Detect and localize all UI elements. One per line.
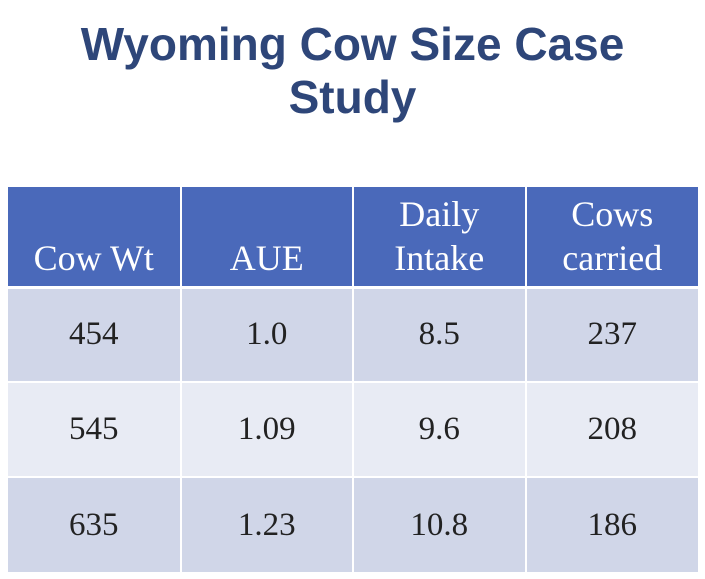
header-cow-wt-line-2: Cow Wt <box>33 237 154 278</box>
header-daily-intake-line-1: Daily <box>399 193 480 234</box>
cell-aue: 1.23 <box>180 476 354 572</box>
header-aue-line-2: AUE <box>229 237 304 278</box>
header-cows-carried-line-2: carried <box>562 237 663 278</box>
cell-aue: 1.09 <box>180 381 354 477</box>
cell-daily-intake: 10.8 <box>353 476 527 572</box>
header-aue-line-1 <box>182 192 353 236</box>
header-aue: AUE <box>180 187 354 287</box>
slide-title-line-1: Wyoming Cow Size Case <box>80 18 625 70</box>
cell-cows-carried: 186 <box>525 476 698 572</box>
cow-size-table: Cow Wt AUE Daily Intake Cows carried 454… <box>8 187 698 572</box>
slide-title: Wyoming Cow Size Case Study <box>0 18 705 124</box>
cell-cow-wt: 454 <box>8 285 182 382</box>
header-daily-intake: Daily Intake <box>353 187 527 287</box>
table-row: 454 1.0 8.5 237 <box>8 285 698 382</box>
cell-cow-wt: 635 <box>8 476 182 572</box>
header-cow-wt-line-1 <box>8 192 180 236</box>
header-daily-intake-line-2: Intake <box>394 237 485 278</box>
table-header-row: Cow Wt AUE Daily Intake Cows carried <box>8 187 698 287</box>
header-cow-wt: Cow Wt <box>8 187 182 287</box>
header-cows-carried: Cows carried <box>525 187 698 287</box>
table-row: 545 1.09 9.6 208 <box>8 381 698 477</box>
cell-cows-carried: 208 <box>525 381 698 477</box>
cell-daily-intake: 8.5 <box>353 285 527 382</box>
table-row: 635 1.23 10.8 186 <box>8 476 698 572</box>
cell-cow-wt: 545 <box>8 381 182 477</box>
cell-daily-intake: 9.6 <box>353 381 527 477</box>
cell-aue: 1.0 <box>180 285 354 382</box>
cell-cows-carried: 237 <box>525 285 698 382</box>
slide-title-line-2: Study <box>288 71 417 123</box>
header-cows-carried-line-1: Cows <box>571 193 654 234</box>
